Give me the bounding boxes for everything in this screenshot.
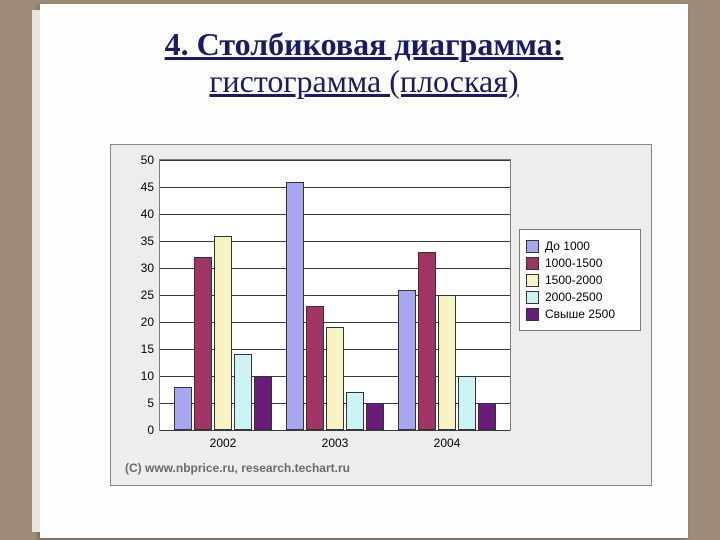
gridline bbox=[160, 187, 510, 188]
title-line-1: 4. Столбиковая диаграмма: bbox=[80, 26, 648, 63]
chart-plot-area: 05101520253035404550200220032004 bbox=[159, 159, 511, 431]
bar bbox=[366, 403, 384, 430]
legend-label: 1000-1500 bbox=[545, 256, 602, 270]
y-tick-label: 30 bbox=[141, 261, 154, 275]
bar bbox=[286, 182, 304, 430]
legend-item: 1000-1500 bbox=[526, 256, 634, 270]
y-tick-label: 5 bbox=[147, 396, 154, 410]
bar bbox=[326, 327, 344, 430]
chart-credit: (C) www.nbprice.ru, research.techart.ru bbox=[125, 461, 350, 475]
gridline bbox=[160, 214, 510, 215]
bar bbox=[254, 376, 272, 430]
y-tick-label: 40 bbox=[141, 207, 154, 221]
legend-swatch bbox=[526, 240, 539, 253]
legend-swatch bbox=[526, 257, 539, 270]
bar bbox=[478, 403, 496, 430]
chart-card: 05101520253035404550200220032004 До 1000… bbox=[110, 144, 652, 486]
chart-legend: До 1000 1000-1500 1500-2000 2000-2500 Свыше … bbox=[519, 229, 641, 331]
legend-label: Свыше 2500 bbox=[545, 307, 615, 321]
bar bbox=[438, 295, 456, 430]
legend-label: 2000-2500 bbox=[545, 290, 602, 304]
legend-swatch bbox=[526, 274, 539, 287]
bar bbox=[214, 236, 232, 430]
legend-item: До 1000 bbox=[526, 239, 634, 253]
legend-swatch bbox=[526, 308, 539, 321]
bar bbox=[398, 290, 416, 430]
slide-title: 4. Столбиковая диаграмма: гистограмма (п… bbox=[80, 26, 648, 100]
bar bbox=[306, 306, 324, 430]
gridline bbox=[160, 268, 510, 269]
legend-item: 2000-2500 bbox=[526, 290, 634, 304]
bar bbox=[174, 387, 192, 430]
legend-label: До 1000 bbox=[545, 239, 590, 253]
gridline bbox=[160, 322, 510, 323]
title-line-2: гистограмма (плоская) bbox=[80, 63, 648, 100]
gridline bbox=[160, 430, 510, 431]
legend-item: 1500-2000 bbox=[526, 273, 634, 287]
legend-swatch bbox=[526, 291, 539, 304]
legend-label: 1500-2000 bbox=[545, 273, 602, 287]
y-tick-label: 10 bbox=[141, 369, 154, 383]
y-tick-label: 15 bbox=[141, 342, 154, 356]
bar bbox=[194, 257, 212, 430]
y-tick-label: 25 bbox=[141, 288, 154, 302]
bar bbox=[346, 392, 364, 430]
y-tick-label: 35 bbox=[141, 234, 154, 248]
gridline bbox=[160, 241, 510, 242]
bar bbox=[234, 354, 252, 430]
gridline bbox=[160, 160, 510, 161]
y-tick-label: 45 bbox=[141, 180, 154, 194]
bar bbox=[418, 252, 436, 430]
x-tick-label: 2004 bbox=[434, 436, 461, 450]
bar bbox=[458, 376, 476, 430]
paper-background: 4. Столбиковая диаграмма: гистограмма (п… bbox=[40, 4, 688, 538]
gridline bbox=[160, 295, 510, 296]
y-tick-label: 0 bbox=[147, 423, 154, 437]
legend-item: Свыше 2500 bbox=[526, 307, 634, 321]
x-tick-label: 2003 bbox=[322, 436, 349, 450]
y-tick-label: 50 bbox=[141, 153, 154, 167]
x-tick-label: 2002 bbox=[210, 436, 237, 450]
y-tick-label: 20 bbox=[141, 315, 154, 329]
